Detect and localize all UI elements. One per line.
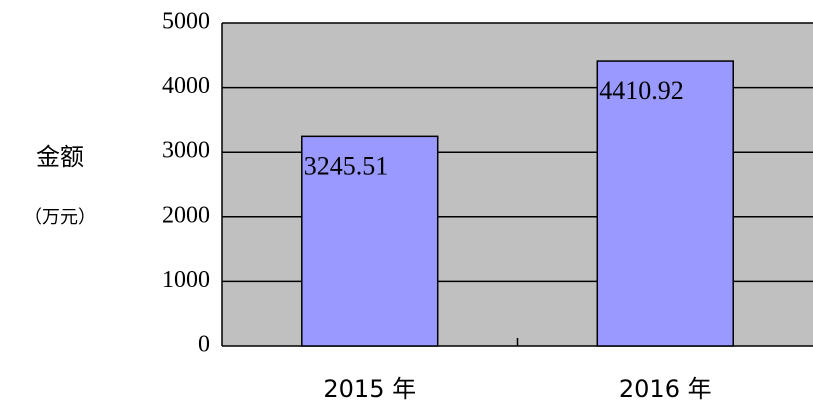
- y-tick-label: 4000: [162, 73, 210, 99]
- y-tick-label: 3000: [162, 138, 210, 164]
- y-tick-label: 1000: [162, 267, 210, 293]
- y-tick-label: 5000: [162, 9, 210, 35]
- bar: [301, 135, 439, 347]
- y-tick-label: 2000: [162, 202, 210, 228]
- x-tick-label: 2015 年: [323, 375, 416, 403]
- y-tick-label: 0: [198, 332, 210, 358]
- x-tick-label: 2016 年: [619, 375, 712, 403]
- data-label: 4410.92: [599, 76, 684, 105]
- y-axis-unit: （万元）: [24, 207, 96, 228]
- y-axis-label: 金额: [36, 143, 84, 171]
- data-label: 3245.51: [304, 151, 389, 180]
- bar: [596, 60, 734, 347]
